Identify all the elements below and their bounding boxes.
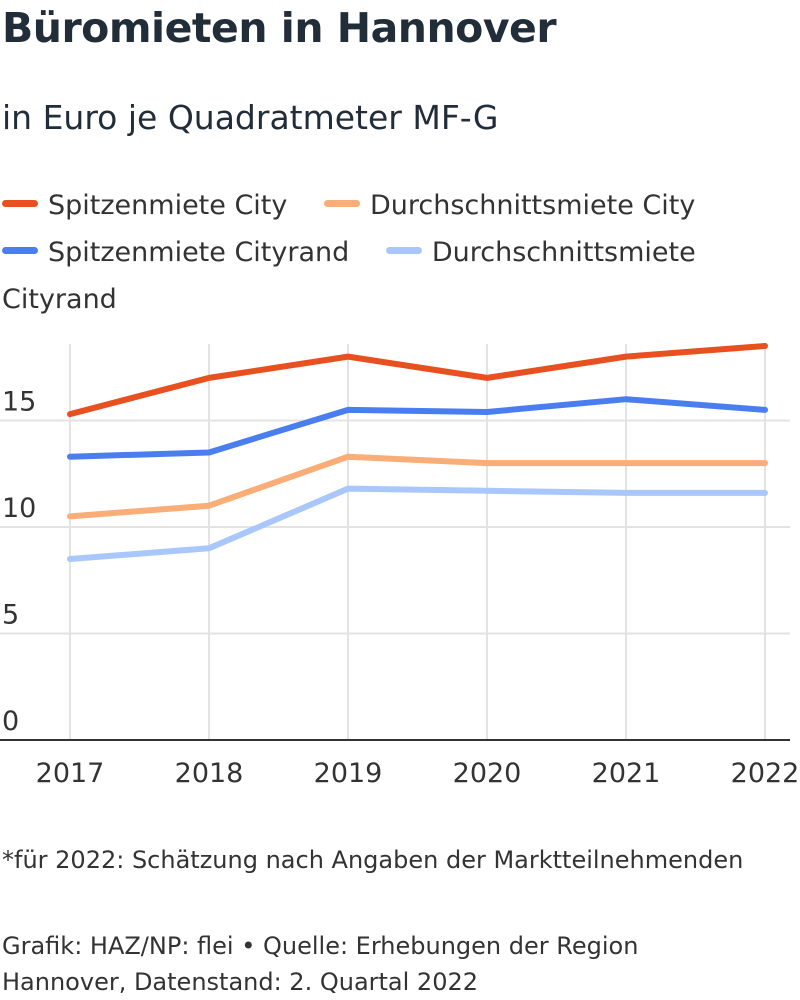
y-tick-label: 5 <box>2 600 19 631</box>
chart-title: Büromieten in Hannover <box>2 4 557 52</box>
x-tick-label: 2018 <box>175 758 244 789</box>
legend-label: Spitzenmiete City <box>48 190 288 221</box>
x-tick-label: 2021 <box>592 758 661 789</box>
legend-item-durchschnittsmiete-city: Durchschnittsmiete City <box>323 190 696 221</box>
x-tick-label: 2020 <box>453 758 522 789</box>
footnote: *für 2022: Schätzung nach Angaben der Ma… <box>2 846 744 874</box>
legend-label: Spitzenmiete Cityrand <box>48 237 350 268</box>
series-line-1 <box>67 342 768 418</box>
chart-subtitle: in Euro je Quadratmeter MF-G <box>2 98 499 137</box>
legend-swatch <box>323 200 360 207</box>
y-tick-label: 10 <box>2 493 36 524</box>
legend-item-spitzenmiete-cityrand: Spitzenmiete Cityrand <box>2 237 349 268</box>
chart-legend: Spitzenmiete City Durchschnittsmiete Cit… <box>2 182 762 323</box>
x-tick-label: 2019 <box>314 758 383 789</box>
legend-label: Durchschnittsmiete City <box>369 190 696 221</box>
y-tick-label: 0 <box>2 706 19 737</box>
y-tick-label: 15 <box>2 387 36 418</box>
legend-item-spitzenmiete-city: Spitzenmiete City <box>2 190 287 221</box>
series-line-4 <box>67 485 768 562</box>
source-note: Grafik: HAZ/NP: flei • Quelle: Erhebunge… <box>2 932 639 996</box>
legend-item-durchschnittsmiete-cityrand: Durchschnittsmiete Cityrand <box>2 237 696 315</box>
legend-swatch <box>2 200 38 207</box>
legend-swatch <box>2 247 38 254</box>
series-line-3 <box>67 396 768 460</box>
legend-swatch <box>385 247 422 254</box>
line-chart: 0 5 10 15 2017 2018 2019 2020 2021 2022 <box>0 342 800 789</box>
x-tick-label: 2017 <box>36 758 105 789</box>
series-line-2 <box>67 453 768 520</box>
x-tick-label: 2022 <box>731 758 800 789</box>
legend-label: Durchschnittsmiete Cityrand <box>2 237 696 315</box>
